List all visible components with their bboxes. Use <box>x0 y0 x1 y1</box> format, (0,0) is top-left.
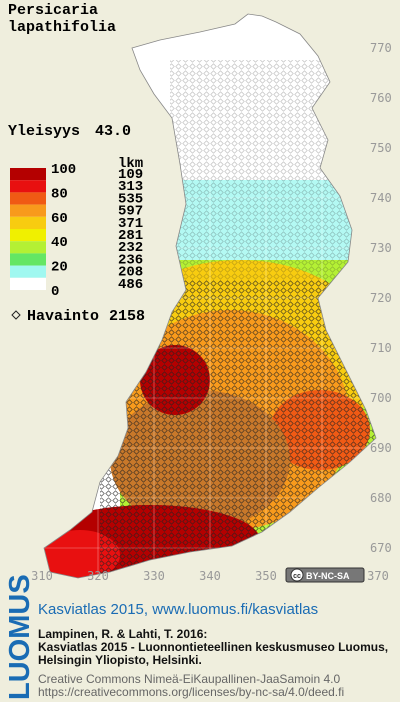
observation-label: Havainto <box>27 308 99 325</box>
license-badge-text: BY-NC-SA <box>306 571 350 581</box>
y-axis-label: 690 <box>370 441 392 455</box>
license-badge <box>285 567 365 583</box>
title: Persicaria <box>8 2 98 19</box>
y-axis-label: 680 <box>370 491 392 505</box>
legend-swatch <box>10 168 46 181</box>
legend-scale-label: 80 <box>51 186 68 202</box>
y-axis-label: 720 <box>370 291 392 305</box>
y-axis-label: 760 <box>370 91 392 105</box>
legend-scale-label: 100 <box>51 162 76 178</box>
legend-count: 109 <box>118 167 143 183</box>
x-axis-label: 330 <box>143 569 165 583</box>
legend-scale-label: 40 <box>51 235 68 251</box>
legend-swatch <box>10 265 46 278</box>
map-outline <box>43 13 377 579</box>
legend-count: 371 <box>118 216 143 232</box>
logo: LUOMUS <box>4 574 36 700</box>
frequency-value: 43.0 <box>95 123 131 140</box>
legend-count: 535 <box>118 191 143 207</box>
x-axis-label: 310 <box>31 569 53 583</box>
citation: Kasviatlas 2015 - Luonnontieteellinen ke… <box>38 640 388 654</box>
legend-swatch <box>10 180 46 193</box>
y-axis-label: 670 <box>370 541 392 555</box>
legend-count: 281 <box>118 228 143 244</box>
legend-swatch <box>10 204 46 217</box>
observation-count: 2158 <box>109 308 145 325</box>
y-axis-label: 770 <box>370 41 392 55</box>
title: lapathifolia <box>8 19 116 36</box>
legend-count: 236 <box>118 252 143 268</box>
x-axis-label: 370 <box>367 569 389 583</box>
legend-count: 597 <box>118 204 143 220</box>
legend-count: 486 <box>118 277 143 293</box>
y-axis-label: 740 <box>370 191 392 205</box>
cc-icon-text: cc <box>293 573 301 580</box>
legend-scale-label: 20 <box>51 260 68 276</box>
frequency-label: Yleisyys <box>8 123 80 140</box>
legend-scale-label: 60 <box>51 211 68 227</box>
license: Creative Commons Nimeä-EiKaupallinen-Jaa… <box>38 672 340 686</box>
legend-swatch <box>10 241 46 254</box>
legend-swatch <box>10 216 46 229</box>
legend-count: 313 <box>118 179 143 195</box>
legend-swatch <box>10 229 46 242</box>
y-axis-label: 730 <box>370 241 392 255</box>
count-header: lkm <box>118 156 143 172</box>
legend-swatch <box>10 192 46 205</box>
x-axis-label: 350 <box>255 569 277 583</box>
license-url: https://creativecommons.org/licenses/by-… <box>38 685 344 699</box>
observation-symbol <box>11 310 21 320</box>
legend-swatch <box>10 277 46 290</box>
y-axis-label: 700 <box>370 391 392 405</box>
legend-count: 232 <box>118 240 143 256</box>
y-axis-label: 750 <box>370 141 392 155</box>
citation: Lampinen, R. & Lahti, T. 2016: <box>38 627 207 641</box>
citation: Helsingin Yliopisto, Helsinki. <box>38 653 202 667</box>
x-axis-label: 320 <box>87 569 109 583</box>
y-axis-label: 710 <box>370 341 392 355</box>
legend-swatch <box>10 253 46 266</box>
legend-count: 208 <box>118 265 143 281</box>
x-axis-label: 340 <box>199 569 221 583</box>
legend-scale-label: 0 <box>51 284 59 300</box>
atlas-link: Kasviatlas 2015, www.luomus.fi/kasviatla… <box>38 601 318 618</box>
cc-icon <box>290 568 304 582</box>
